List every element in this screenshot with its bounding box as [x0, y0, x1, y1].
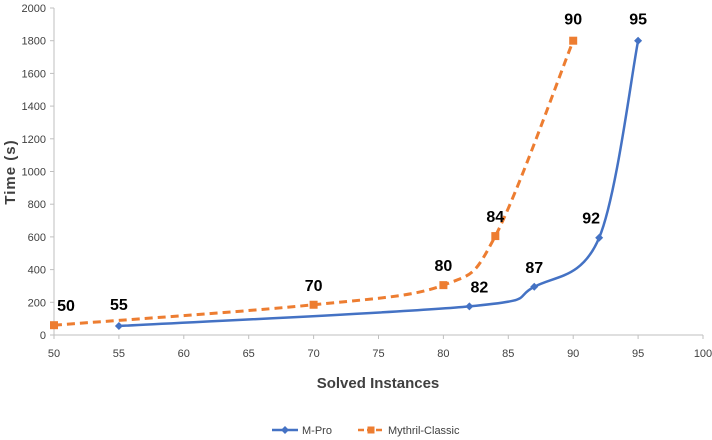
- data-point: [491, 232, 500, 241]
- y-tick-label: 1400: [22, 101, 46, 113]
- data-point: [569, 36, 578, 45]
- legend: M-Pro Mythril-Classic: [272, 425, 460, 437]
- y-axis-title: Time (s): [2, 139, 19, 204]
- x-tick-label: 60: [178, 348, 190, 360]
- legend-marker: [367, 426, 375, 434]
- y-tick-label: 2000: [22, 3, 46, 15]
- x-tick-label: 65: [243, 348, 255, 360]
- x-tick-label: 75: [372, 348, 384, 360]
- data-label: 92: [582, 211, 600, 228]
- y-tick-label: 1800: [22, 36, 46, 48]
- x-tick-label: 55: [113, 348, 125, 360]
- y-tick-label: 800: [28, 199, 46, 211]
- data-point: [439, 281, 448, 290]
- legend-label: Mythril-Classic: [388, 425, 460, 437]
- series-line-m-pro: [118, 40, 640, 328]
- data-label: 87: [525, 260, 543, 277]
- series-m-pro: [114, 36, 643, 331]
- data-point: [634, 36, 643, 45]
- y-tick-label: 1000: [22, 167, 46, 179]
- data-point: [530, 282, 539, 291]
- x-tick-label: 100: [694, 348, 712, 360]
- data-label: 80: [435, 258, 453, 275]
- data-label: 70: [305, 278, 323, 295]
- legend-item-m-pro: M-Pro: [272, 425, 332, 437]
- data-point: [309, 300, 318, 309]
- series-mythril-classic: [50, 36, 578, 330]
- x-tick-label: 90: [567, 348, 579, 360]
- y-tick-label: 600: [28, 232, 46, 244]
- y-tick-label: 400: [28, 265, 46, 277]
- data-label: 84: [486, 209, 504, 226]
- series-line-mythril-classic: [53, 40, 575, 327]
- x-tick-label: 85: [502, 348, 514, 360]
- y-tick-label: 0: [40, 330, 46, 342]
- data-label: 55: [110, 297, 128, 314]
- data-point: [114, 322, 123, 331]
- x-tick-label: 70: [307, 348, 319, 360]
- legend-marker: [281, 426, 289, 434]
- y-tick-label: 200: [28, 297, 46, 309]
- x-tick-label: 95: [632, 348, 644, 360]
- data-point: [595, 233, 604, 242]
- legend-label: M-Pro: [302, 425, 332, 437]
- data-point: [465, 302, 474, 311]
- legend-item-mythril-classic: Mythril-Classic: [358, 425, 460, 437]
- data-label: 95: [629, 12, 647, 29]
- data-label: 50: [57, 298, 75, 315]
- data-labels: 55 82 87 92 95 50 70 80 84 90: [57, 12, 647, 315]
- x-axis-title: Solved Instances: [317, 375, 440, 392]
- series-layer: [50, 36, 643, 331]
- data-label: 82: [470, 279, 488, 296]
- data-point: [50, 321, 58, 330]
- x-tick-label: 50: [48, 348, 60, 360]
- y-tick-label: 1200: [22, 134, 46, 146]
- y-tick-label: 1600: [22, 68, 46, 80]
- x-tick-label: 80: [437, 348, 449, 360]
- data-label: 90: [564, 12, 582, 29]
